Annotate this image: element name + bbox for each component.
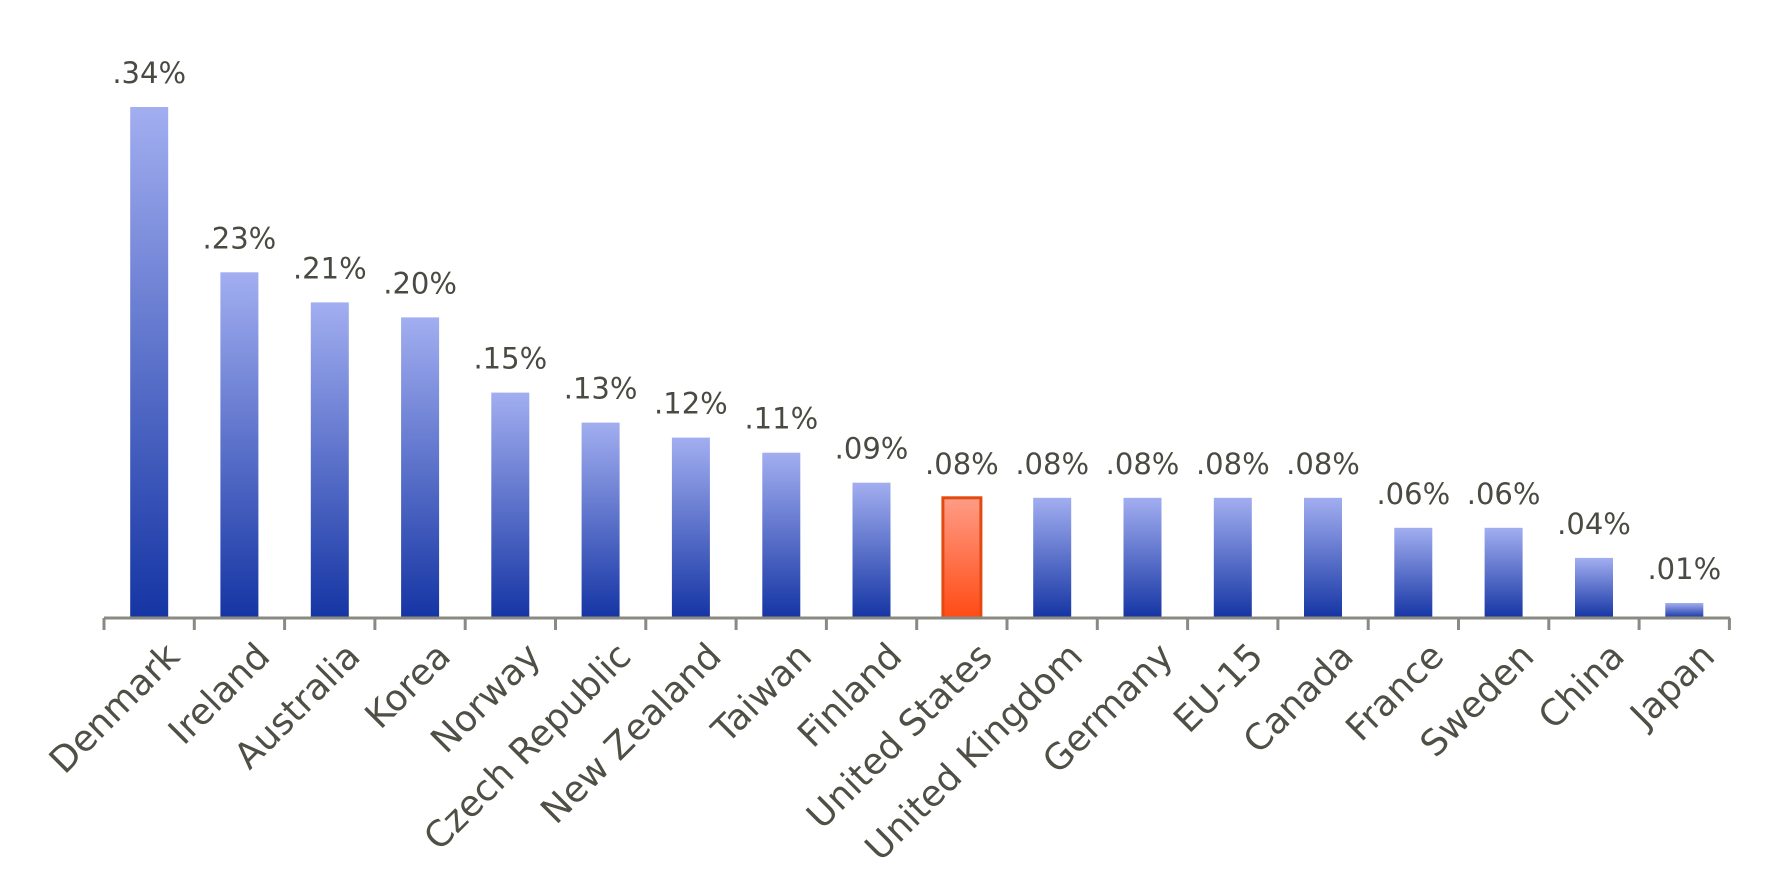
- category-label-japan: Japan: [1622, 636, 1723, 737]
- bar-finland: [852, 482, 891, 618]
- value-label-china: .04%: [1557, 507, 1631, 541]
- bar-ireland: [220, 272, 259, 618]
- bar-germany: [1123, 497, 1162, 618]
- bar-united-states: [941, 496, 983, 620]
- value-label-united-kingdom: .08%: [1015, 447, 1089, 481]
- bar-denmark: [130, 107, 169, 618]
- category-label-china: China: [1531, 636, 1633, 738]
- value-label-france: .06%: [1376, 477, 1450, 511]
- bar-taiwan: [762, 452, 801, 618]
- value-label-new-zealand: .12%: [654, 387, 728, 421]
- bar-japan: [1665, 603, 1704, 618]
- value-label-denmark: .34%: [112, 56, 186, 90]
- bar-sweden: [1484, 527, 1523, 618]
- value-label-korea: .20%: [383, 266, 457, 300]
- value-label-taiwan: .11%: [744, 402, 818, 436]
- bars-group: [130, 107, 1704, 620]
- bar-canada: [1304, 497, 1342, 618]
- x-axis: [102, 616, 1731, 630]
- bar-australia: [310, 302, 349, 618]
- bar-eu-15: [1213, 497, 1252, 618]
- bar-korea: [401, 317, 440, 618]
- bar-china: [1575, 557, 1613, 618]
- value-label-czech-republic: .13%: [564, 372, 638, 406]
- bar-czech-republic: [581, 422, 620, 618]
- value-label-sweden: .06%: [1467, 477, 1541, 511]
- value-label-finland: .09%: [835, 432, 909, 466]
- category-label-denmark: Denmark: [42, 636, 188, 782]
- bar-united-kingdom: [1033, 497, 1072, 618]
- bar-france: [1394, 527, 1433, 618]
- value-label-canada: .08%: [1286, 447, 1360, 481]
- value-label-australia: .21%: [293, 251, 367, 285]
- value-label-japan: .01%: [1647, 552, 1721, 586]
- value-label-eu-15: .08%: [1196, 447, 1270, 481]
- value-label-united-states: .08%: [925, 447, 999, 481]
- category-labels-group: DenmarkIrelandAustraliaKoreaNorwayCzech …: [42, 636, 1723, 869]
- value-label-norway: .15%: [473, 342, 547, 376]
- bar-norway: [491, 392, 530, 618]
- value-labels-group: .34% .23% .21% .20% .15% .13% .12% .11% .09% .08%…: [112, 56, 1721, 586]
- value-label-germany: .08%: [1106, 447, 1180, 481]
- value-label-ireland: .23%: [203, 221, 277, 255]
- bar-new-zealand: [671, 437, 710, 618]
